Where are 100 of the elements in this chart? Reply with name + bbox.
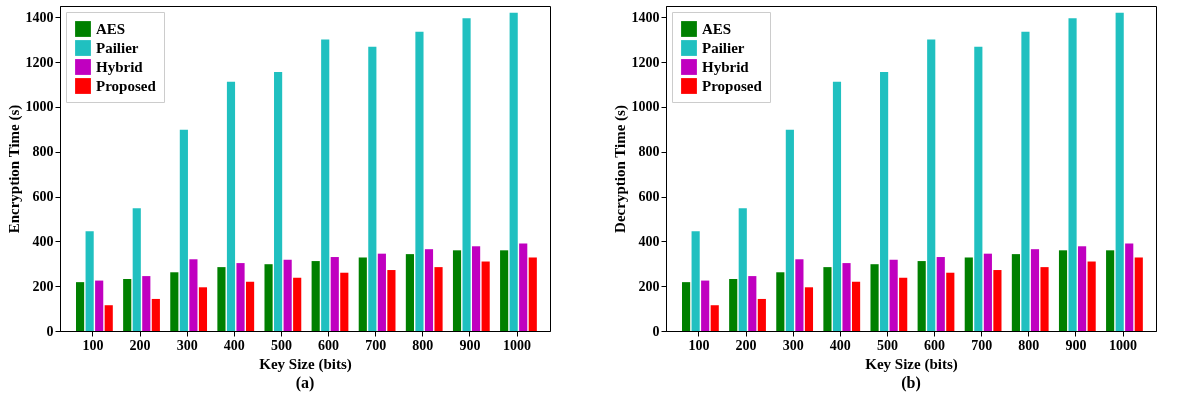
y-tick-label: 1400 bbox=[631, 9, 660, 25]
bar bbox=[1134, 257, 1143, 331]
bar bbox=[738, 208, 747, 331]
y-tick-label: 200 bbox=[32, 278, 54, 294]
bar bbox=[321, 39, 330, 331]
bar bbox=[729, 279, 738, 331]
x-tick-label: 800 bbox=[1018, 337, 1040, 353]
bar bbox=[481, 261, 490, 331]
y-tick-label: 400 bbox=[32, 233, 54, 249]
x-tick-label: 100 bbox=[688, 337, 710, 353]
bar bbox=[472, 246, 481, 331]
legend-label: Proposed bbox=[96, 78, 157, 94]
bar bbox=[387, 270, 396, 331]
bar bbox=[804, 287, 814, 331]
x-tick-label: 400 bbox=[223, 337, 245, 353]
y-axis-title: Encryption Time (s) bbox=[5, 104, 23, 234]
bar bbox=[142, 276, 151, 331]
bar bbox=[311, 261, 320, 331]
y-tick-label: 600 bbox=[32, 189, 54, 205]
y-tick-label: 200 bbox=[638, 278, 660, 294]
bar bbox=[462, 18, 471, 331]
legend-label: Proposed bbox=[702, 78, 763, 94]
bar bbox=[1021, 31, 1030, 331]
bar bbox=[917, 261, 926, 331]
bar bbox=[226, 81, 236, 331]
x-tick-label: 700 bbox=[365, 337, 387, 353]
x-tick-label: 900 bbox=[1065, 337, 1087, 353]
bar bbox=[452, 250, 462, 331]
x-axis-title: Key Size (bits) bbox=[865, 355, 958, 373]
x-tick-label: 100 bbox=[82, 337, 104, 353]
bar bbox=[832, 81, 842, 331]
bar bbox=[974, 46, 983, 331]
y-tick-label: 800 bbox=[638, 144, 660, 160]
bar bbox=[936, 257, 945, 331]
x-tick-label: 200 bbox=[129, 337, 151, 353]
x-tick-label: 200 bbox=[735, 337, 757, 353]
legend-label: AES bbox=[96, 21, 126, 37]
bar bbox=[170, 272, 179, 331]
x-tick-label: 500 bbox=[270, 337, 292, 353]
bar bbox=[1078, 246, 1087, 331]
bar bbox=[151, 298, 160, 331]
bar bbox=[1058, 250, 1068, 331]
bar bbox=[95, 280, 104, 331]
bar bbox=[851, 281, 861, 331]
bar bbox=[104, 305, 113, 331]
bar bbox=[274, 72, 283, 331]
bar bbox=[691, 231, 700, 331]
legend-label: Hybrid bbox=[96, 59, 144, 75]
bar bbox=[500, 250, 509, 331]
bar bbox=[293, 277, 302, 331]
bar bbox=[217, 267, 226, 331]
bar bbox=[189, 259, 198, 331]
bar bbox=[434, 267, 443, 331]
bar bbox=[340, 272, 349, 331]
bar bbox=[123, 279, 132, 331]
bar bbox=[368, 46, 377, 331]
bar bbox=[283, 259, 292, 331]
y-tick-label: 0 bbox=[46, 323, 54, 339]
bar bbox=[415, 31, 424, 331]
bar bbox=[1040, 267, 1049, 331]
bar bbox=[964, 257, 973, 331]
bar bbox=[264, 264, 273, 331]
bar bbox=[757, 298, 766, 331]
legend-label: Pailier bbox=[702, 40, 745, 56]
y-tick-label: 800 bbox=[32, 144, 54, 160]
bar bbox=[899, 277, 908, 331]
y-tick-label: 600 bbox=[638, 189, 660, 205]
x-tick-label: 900 bbox=[459, 337, 481, 353]
bar bbox=[1068, 18, 1077, 331]
x-tick-label: 600 bbox=[318, 337, 340, 353]
x-tick-label: 1000 bbox=[503, 337, 532, 353]
bar bbox=[198, 287, 208, 331]
bar bbox=[795, 259, 804, 331]
bar bbox=[179, 129, 188, 331]
x-axis-title: Key Size (bits) bbox=[259, 355, 352, 373]
x-tick-label: 700 bbox=[971, 337, 993, 353]
bar bbox=[236, 263, 245, 331]
bar bbox=[245, 281, 255, 331]
bar bbox=[889, 259, 898, 331]
bar bbox=[710, 305, 719, 331]
y-axis-title: Decryption Time (s) bbox=[611, 105, 629, 233]
bar bbox=[424, 249, 434, 331]
legend-label: Pailier bbox=[96, 40, 139, 56]
bar bbox=[330, 257, 339, 331]
bar bbox=[983, 253, 992, 331]
legend-label: Hybrid bbox=[702, 59, 750, 75]
text: (a) bbox=[295, 374, 315, 392]
x-tick-label: 500 bbox=[876, 337, 898, 353]
bar bbox=[823, 267, 832, 331]
bar bbox=[870, 264, 879, 331]
bar bbox=[377, 253, 386, 331]
bar bbox=[85, 231, 94, 331]
bar bbox=[842, 263, 851, 331]
bar bbox=[1011, 254, 1020, 331]
bar bbox=[701, 280, 710, 331]
bar bbox=[1106, 250, 1115, 331]
bar bbox=[880, 72, 889, 331]
bar bbox=[776, 272, 785, 331]
bar bbox=[76, 282, 85, 331]
bar bbox=[1087, 261, 1096, 331]
